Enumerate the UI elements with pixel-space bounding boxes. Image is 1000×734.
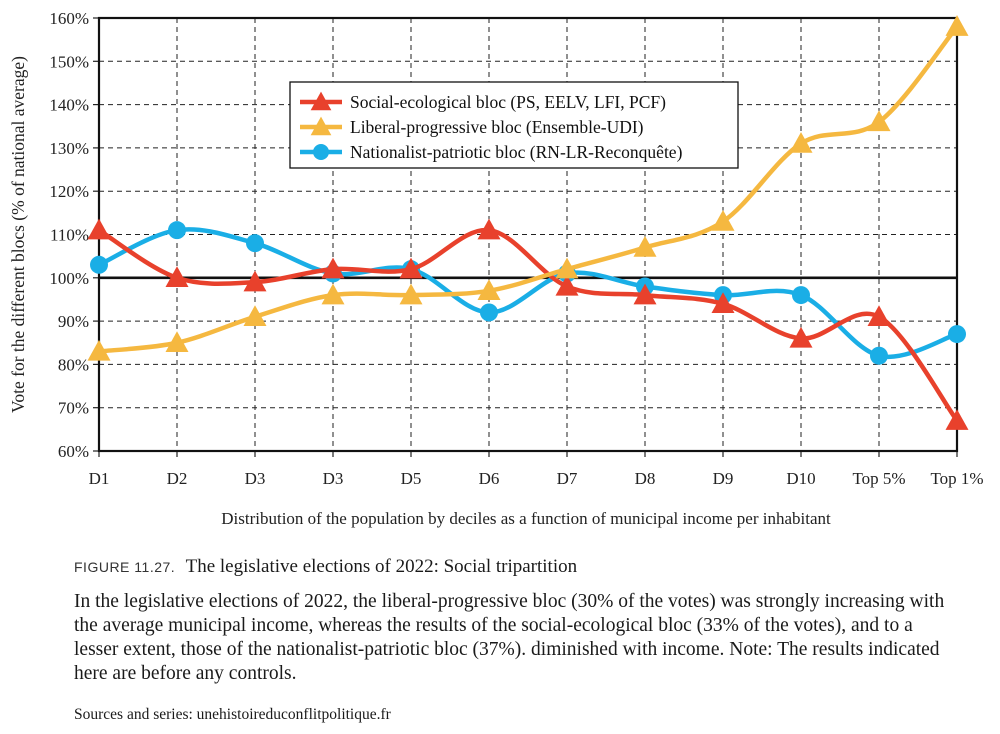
y-tick-label: 150% <box>49 52 89 71</box>
y-tick-label: 100% <box>49 269 89 288</box>
y-tick-label: 90% <box>58 312 89 331</box>
axes: 60% 70% 80% 90% 100% 110% 120% 130% 140% 150% 160%… <box>8 9 984 528</box>
data-point <box>90 255 108 274</box>
chart: 60% 70% 80% 90% 100% 110% 120% 130% 140% 150% 160%… <box>8 9 984 528</box>
x-tick-label: D3 <box>245 469 266 488</box>
figure-title: The legislative elections of 2022: Socia… <box>185 556 578 577</box>
data-point <box>399 283 423 305</box>
y-tick-label: 80% <box>58 355 89 374</box>
data-point <box>867 110 891 132</box>
data-point <box>633 283 657 305</box>
data-point <box>633 235 657 257</box>
data-point <box>399 257 423 279</box>
legend-label: Nationalist-patriotic bloc (RN-LR-Reconq… <box>350 142 683 162</box>
data-point <box>555 274 579 296</box>
y-tick-label: 60% <box>58 442 89 461</box>
data-point <box>165 331 189 352</box>
data-point <box>870 346 888 365</box>
x-tick-label: D5 <box>401 469 422 488</box>
legend-label: Social-ecological bloc (PS, EELV, LFI, P… <box>350 92 666 112</box>
data-point <box>711 292 735 313</box>
figure-sources: Sources and series: unehistoireduconflit… <box>74 706 391 723</box>
legend-box <box>289 81 739 169</box>
x-tick-label: D6 <box>479 469 500 488</box>
data-point <box>945 15 969 36</box>
data-point <box>168 221 186 240</box>
legend-swatch-marker <box>310 116 332 136</box>
data-point <box>246 234 264 253</box>
x-tick-label: D2 <box>167 469 188 488</box>
x-tick-label: D10 <box>786 469 815 488</box>
data-point <box>87 218 111 240</box>
x-tick-label: D7 <box>557 469 578 488</box>
data-point <box>867 305 891 326</box>
x-tick-label: D9 <box>713 469 734 488</box>
figure-label: FIGURE 11.27. <box>74 559 176 575</box>
x-tick-label: D8 <box>635 469 656 488</box>
data-point <box>243 270 267 292</box>
series-line <box>96 227 960 360</box>
y-tick-label: 70% <box>58 399 89 418</box>
figure-caption-heading: FIGURE 11.27. The legislative elections … <box>74 556 954 578</box>
figure-description: In the legislative elections of 2022, th… <box>74 591 945 684</box>
data-point <box>789 326 813 348</box>
data-point <box>321 283 345 305</box>
y-tick-label: 120% <box>49 182 89 201</box>
data-point <box>165 266 189 287</box>
legend-swatch-marker <box>313 144 329 160</box>
y-axis-title: Vote for the different blocs (% of natio… <box>8 56 28 413</box>
x-tick-label: Top 5% <box>852 469 905 488</box>
x-tick-label: D3 <box>323 469 344 488</box>
data-point <box>477 218 501 240</box>
y-tick-label: 140% <box>49 96 89 115</box>
legend-label: Liberal-progressive bloc (Ensemble-UDI) <box>350 117 644 137</box>
series-1 <box>87 15 969 361</box>
x-tick-label: Top 1% <box>930 469 983 488</box>
data-point <box>945 409 969 430</box>
data-point <box>711 210 735 231</box>
x-tick-label: D1 <box>89 469 110 488</box>
legend-swatch-marker <box>310 91 332 111</box>
y-tick-label: 160% <box>49 9 89 28</box>
x-axis-title: Distribution of the population by decile… <box>221 509 831 528</box>
data-point <box>243 305 267 326</box>
y-tick-label: 130% <box>49 139 89 158</box>
legend: Social-ecological bloc (PS, EELV, LFI, P… <box>289 81 739 169</box>
data-point <box>555 257 579 279</box>
data-point <box>321 257 345 279</box>
series-0 <box>87 218 969 430</box>
y-tick-label: 110% <box>50 226 89 245</box>
data-point <box>792 286 810 305</box>
data-point <box>789 132 813 153</box>
data-point <box>87 339 111 361</box>
data-point <box>480 303 498 322</box>
series-line <box>96 24 960 354</box>
series <box>87 15 969 430</box>
data-point <box>948 325 966 344</box>
data-point <box>477 279 501 300</box>
series-2 <box>90 221 966 365</box>
